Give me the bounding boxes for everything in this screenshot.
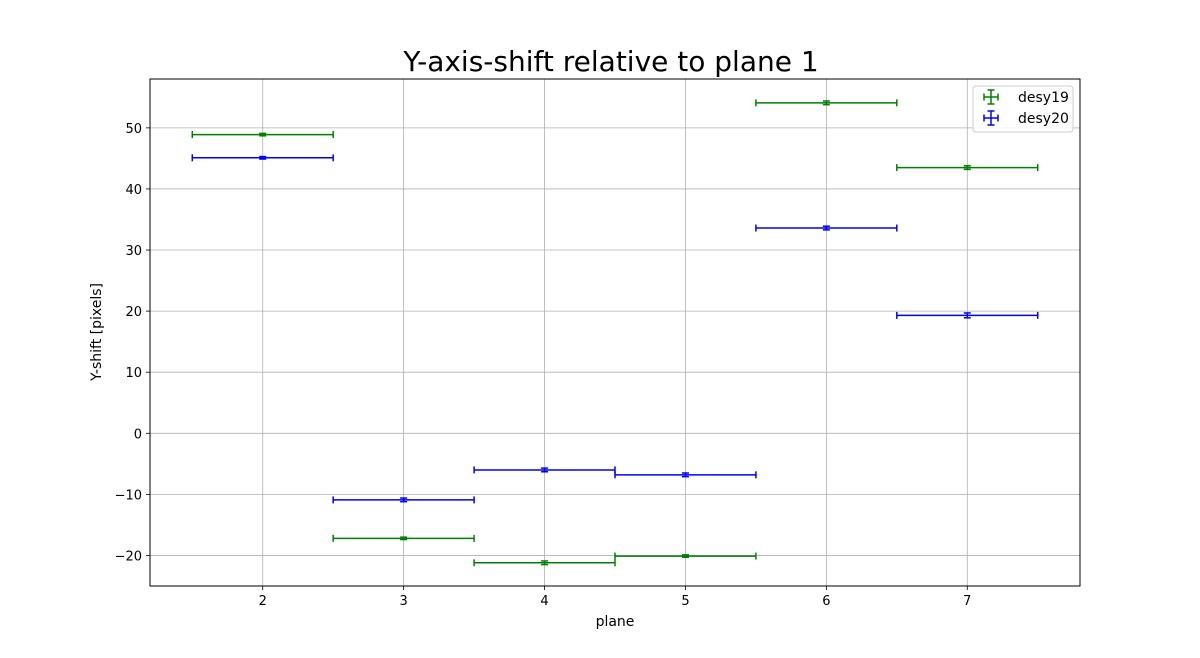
x-axis-ticks: 2 3 4 5 6 7: [259, 586, 971, 609]
y-tick-label: −10: [115, 488, 142, 503]
y-axis-ticks: −20 −10 0 10 20 30 40 50: [115, 122, 150, 564]
data-point: [755, 224, 898, 232]
grid: [150, 79, 1080, 586]
legend-marker: [983, 110, 999, 126]
legend-marker: [983, 89, 999, 105]
y-tick-label: 20: [125, 305, 142, 320]
legend-label: desy19: [1018, 90, 1069, 106]
x-tick-label: 6: [822, 594, 830, 609]
data-point: [191, 131, 334, 139]
x-tick-label: 5: [681, 594, 689, 609]
series-desy20: [191, 154, 1039, 504]
plot-frame: [149, 78, 1081, 587]
series-desy19: [191, 99, 1039, 567]
legend: desy19 desy20: [972, 85, 1074, 133]
data-point: [755, 99, 898, 107]
x-tick-label: 3: [399, 594, 407, 609]
legend-item-desy20: desy20: [983, 110, 1069, 127]
data-point: [896, 164, 1039, 172]
y-tick-label: 40: [125, 183, 142, 198]
y-axis-label: Y-shift [pixels]: [89, 283, 105, 382]
y-tick-label: 10: [125, 366, 142, 381]
y-tick-label: 0: [134, 427, 142, 442]
legend-item-desy19: desy19: [983, 89, 1069, 106]
x-tick-label: 7: [963, 594, 971, 609]
data-point: [614, 552, 757, 560]
x-tick-label: 2: [259, 594, 267, 609]
data-point: [896, 311, 1039, 319]
data-point: [614, 471, 757, 479]
x-tick-label: 4: [540, 594, 548, 609]
chart-title: Y-axis-shift relative to plane 1: [402, 45, 818, 78]
series-group: [191, 99, 1039, 567]
data-point: [473, 559, 616, 567]
data-point: [332, 534, 475, 542]
data-point: [473, 466, 616, 474]
data-point: [332, 496, 475, 504]
y-tick-label: 50: [125, 122, 142, 137]
legend-label: desy20: [1018, 111, 1069, 127]
data-point: [191, 154, 334, 162]
y-tick-label: 30: [125, 244, 142, 259]
y-tick-label: −20: [115, 549, 142, 564]
x-axis-label: plane: [596, 614, 635, 630]
